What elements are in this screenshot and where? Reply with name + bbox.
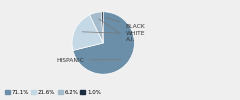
- Wedge shape: [101, 12, 103, 43]
- Wedge shape: [90, 12, 103, 43]
- Text: BLACK: BLACK: [105, 17, 145, 29]
- Legend: 71.1%, 21.6%, 6.2%, 1.0%: 71.1%, 21.6%, 6.2%, 1.0%: [3, 88, 103, 97]
- Text: HISPANIC: HISPANIC: [56, 58, 121, 63]
- Wedge shape: [73, 12, 134, 74]
- Text: WHITE: WHITE: [82, 31, 145, 36]
- Wedge shape: [72, 15, 103, 50]
- Text: A.I.: A.I.: [99, 19, 135, 42]
